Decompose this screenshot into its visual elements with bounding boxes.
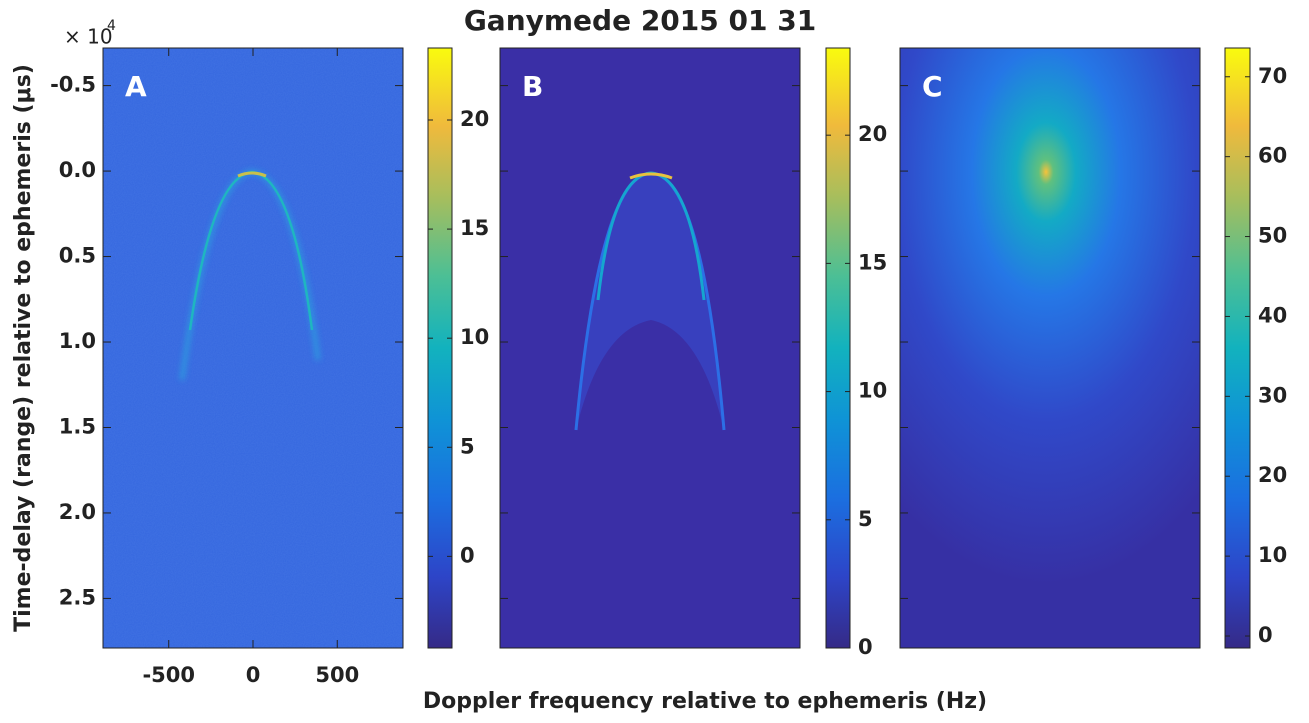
colorbar	[825, 47, 851, 649]
colorbar-tick-label: 60	[1258, 144, 1287, 168]
colorbar-tick-label: 50	[1258, 224, 1287, 248]
colorbar-tick-label: 0	[1258, 623, 1273, 647]
y-tick-label: 1.5	[59, 414, 96, 438]
y-tick-label: 2.0	[59, 500, 96, 524]
colorbar-tick-label: 20	[858, 122, 887, 146]
y-tick-label: 2.5	[59, 585, 96, 609]
colorbar-tick-label: 5	[858, 507, 873, 531]
colorbar-tick-label: 10	[460, 325, 489, 349]
panel-label: B	[522, 70, 543, 103]
panel-label: A	[125, 70, 147, 103]
x-tick-label: 500	[315, 663, 359, 687]
colorbar-tick-label: 20	[460, 107, 489, 131]
panel-frame	[499, 47, 801, 649]
colorbar-tick-label: 70	[1258, 64, 1287, 88]
heatmap-image	[900, 48, 1200, 648]
y-offset-exponent: 4	[107, 18, 116, 34]
colorbar-tick-label: 40	[1258, 303, 1287, 327]
panel-label: C	[922, 70, 943, 103]
heatmap-image	[103, 48, 403, 648]
colorbar-tick-label: 0	[460, 543, 475, 567]
colorbar-tick-label: 0	[858, 635, 873, 659]
colorbar-tick-label: 10	[1258, 543, 1287, 567]
colorbar	[427, 47, 453, 649]
colorbar-tick-label: 5	[460, 434, 475, 458]
panel-frame	[899, 47, 1201, 649]
y-axis-label: Time-delay (range) relative to ephemeris…	[11, 64, 36, 632]
x-axis-label: Doppler frequency relative to ephemeris …	[423, 689, 987, 714]
colorbar-tick-label: 10	[858, 379, 887, 403]
x-tick-label: 0	[246, 663, 261, 687]
y-tick-label: -0.5	[50, 73, 96, 97]
colorbar-tick-label: 15	[460, 216, 489, 240]
colorbar	[1224, 47, 1251, 649]
y-tick-label: 0.5	[59, 244, 96, 268]
colorbar-tick-label: 20	[1258, 463, 1287, 487]
chart-title: Ganymede 2015 01 31	[464, 4, 816, 37]
colorbar-tick-label: 15	[858, 250, 887, 274]
colorbar-tick-label: 30	[1258, 383, 1287, 407]
y-tick-label: 1.0	[59, 329, 96, 353]
heatmap-image	[500, 48, 800, 648]
y-offset-base: × 10	[64, 25, 113, 49]
y-tick-label: 0.0	[59, 158, 96, 182]
x-tick-label: -500	[142, 663, 195, 687]
